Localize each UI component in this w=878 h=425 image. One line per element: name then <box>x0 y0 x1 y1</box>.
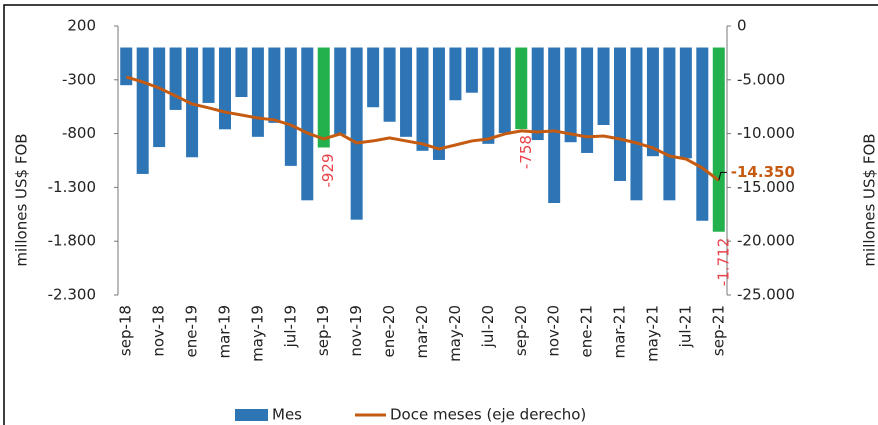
bar <box>317 47 330 148</box>
bar <box>548 47 561 204</box>
line-label: -14.350 <box>731 163 795 181</box>
y2-tick-label: -25.000 <box>737 286 795 304</box>
y-tick-label: -800 <box>62 124 96 142</box>
bar <box>482 47 495 144</box>
bar <box>218 47 231 130</box>
bar <box>301 47 314 201</box>
x-tick-label: ene-19 <box>183 305 201 357</box>
y-tick-label: -1.300 <box>48 178 96 196</box>
x-tick-label: jul-19 <box>281 305 299 348</box>
bar <box>630 47 643 201</box>
bar <box>235 47 248 98</box>
x-tick-label: nov-19 <box>347 305 365 357</box>
x-tick-label: nov-20 <box>545 305 563 357</box>
bar <box>136 47 149 174</box>
x-tick-label: sep-18 <box>117 305 135 356</box>
y-axis-title: millones US$ FOB <box>13 133 31 266</box>
legend-label: Mes <box>272 406 302 424</box>
y-tick-label: 200 <box>67 17 96 35</box>
bar <box>515 47 528 130</box>
bar <box>334 47 347 135</box>
legend-swatch <box>235 409 268 421</box>
bar <box>646 47 659 157</box>
data-label: -929 <box>319 153 337 187</box>
bar <box>564 47 577 143</box>
x-tick-label: mar-21 <box>611 305 629 359</box>
bar <box>465 47 478 93</box>
x-tick-label: ene-20 <box>380 305 398 357</box>
x-tick-label: jul-20 <box>479 305 497 348</box>
bar <box>367 47 380 108</box>
y-tick-label: -1.800 <box>48 232 96 250</box>
bar <box>712 47 725 232</box>
bar <box>169 47 182 110</box>
bar <box>268 47 281 123</box>
bar <box>432 47 445 160</box>
bar <box>400 47 413 137</box>
bar <box>581 47 594 153</box>
y2-tick-label: -20.000 <box>737 232 795 250</box>
y-tick-label: -300 <box>62 70 96 88</box>
bar <box>416 47 429 151</box>
y2-tick-label: -15.000 <box>737 178 795 196</box>
y2-tick-label: -10.000 <box>737 124 795 142</box>
x-tick-label: may-19 <box>248 305 266 362</box>
bar <box>251 47 264 137</box>
x-tick-label: sep-20 <box>512 305 530 356</box>
bar <box>153 47 166 148</box>
x-tick-label: mar-20 <box>413 305 431 359</box>
y2-tick-label: 0 <box>737 17 747 35</box>
line <box>125 75 720 182</box>
leader-line <box>718 171 727 181</box>
bar <box>663 47 676 201</box>
bar <box>696 47 709 221</box>
bar <box>120 47 133 86</box>
data-label: -1.712 <box>714 238 732 286</box>
legend-label: Doce meses (eje derecho) <box>390 406 586 424</box>
bar <box>597 47 610 125</box>
bar <box>531 47 544 141</box>
data-label: -758 <box>517 135 535 169</box>
x-tick-label: may-20 <box>446 305 464 362</box>
bar <box>383 47 396 122</box>
x-tick-label: nov-18 <box>150 305 168 357</box>
bar <box>284 47 297 166</box>
x-tick-label: may-21 <box>643 305 661 362</box>
y2-tick-label: -5.000 <box>737 70 785 88</box>
x-tick-label: sep-19 <box>314 305 332 356</box>
bar <box>679 47 692 159</box>
x-tick-label: ene-21 <box>578 305 596 357</box>
x-tick-label: jul-21 <box>676 305 694 348</box>
bar <box>498 47 511 134</box>
x-tick-label: sep-21 <box>709 305 727 356</box>
y2-axis-title: millones US$ FOB <box>861 133 878 266</box>
bar <box>350 47 363 220</box>
bar <box>449 47 462 101</box>
frame <box>3 4 878 425</box>
bar <box>614 47 627 181</box>
bar <box>202 47 215 103</box>
x-tick-label: mar-19 <box>215 305 233 359</box>
y-tick-label: -2.300 <box>48 286 96 304</box>
